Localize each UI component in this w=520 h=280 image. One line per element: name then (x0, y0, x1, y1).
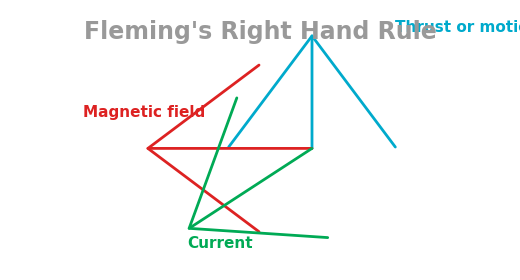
Text: Fleming's Right Hand Rule: Fleming's Right Hand Rule (84, 20, 436, 44)
Text: Magnetic field: Magnetic field (83, 104, 205, 120)
Text: Thrust or motion: Thrust or motion (395, 20, 520, 36)
Text: Current: Current (187, 236, 253, 251)
